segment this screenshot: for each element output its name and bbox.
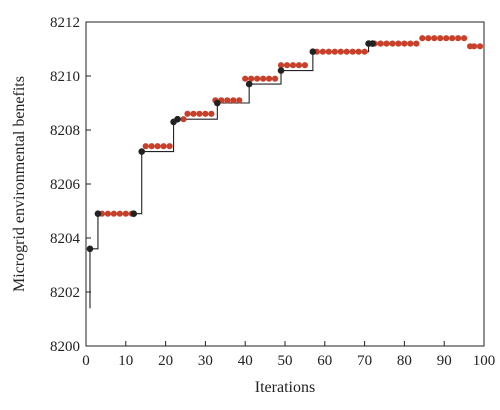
- x-tick-label: 50: [278, 353, 293, 369]
- data-point-red: [160, 143, 167, 150]
- data-point-black: [174, 115, 181, 123]
- data-point-red: [395, 40, 402, 47]
- y-tick-label: 8204: [50, 231, 81, 247]
- data-point-red: [377, 40, 384, 47]
- data-point-red: [301, 62, 308, 69]
- data-point-red: [190, 110, 197, 117]
- data-point-black: [245, 80, 253, 88]
- data-point-red: [449, 35, 456, 42]
- x-axis-title: Iterations: [255, 379, 315, 396]
- data-point-black: [214, 99, 221, 107]
- data-point-red: [389, 40, 396, 47]
- x-tick-label: 70: [357, 353, 372, 369]
- x-tick-label: 80: [397, 353, 412, 369]
- data-point-red: [283, 62, 291, 69]
- x-tick-label: 40: [238, 353, 253, 369]
- data-point-red: [154, 143, 161, 150]
- black-series-points: [86, 40, 376, 253]
- x-tick-label: 100: [473, 353, 496, 369]
- data-point-red: [383, 40, 390, 47]
- data-point-red: [230, 97, 237, 104]
- data-point-red: [443, 35, 450, 42]
- data-point-red: [166, 143, 173, 150]
- data-point-red: [461, 35, 468, 42]
- data-point-red: [419, 35, 426, 42]
- data-point-red: [319, 48, 326, 55]
- series-line: [89, 43, 373, 309]
- data-point-red: [122, 210, 129, 217]
- data-point-red: [437, 35, 444, 42]
- data-point-red: [202, 110, 209, 117]
- data-point-black: [86, 245, 94, 253]
- x-tick-label: 0: [82, 353, 90, 369]
- data-point-red: [343, 48, 350, 55]
- data-point-red: [242, 75, 249, 82]
- data-point-red: [295, 62, 303, 69]
- black-series-line: [89, 43, 373, 309]
- x-tick-label: 30: [198, 353, 213, 369]
- data-point-red: [116, 210, 123, 217]
- data-point-red: [208, 110, 215, 117]
- red-series-points: [98, 35, 484, 217]
- data-point-red: [180, 116, 187, 123]
- data-point-red: [248, 75, 255, 82]
- y-tick-label: 8210: [50, 69, 80, 85]
- data-point-red: [184, 110, 191, 117]
- data-point-red: [401, 40, 408, 47]
- data-point-red: [271, 75, 279, 82]
- data-point-red: [325, 48, 332, 55]
- data-point-black: [309, 48, 317, 55]
- data-point-red: [254, 75, 261, 82]
- data-point-black: [130, 210, 138, 217]
- data-point-red: [431, 35, 438, 42]
- y-tick-label: 8206: [50, 177, 81, 193]
- y-tick-label: 8208: [50, 123, 80, 139]
- x-tick-label: 90: [437, 353, 452, 369]
- data-point-red: [196, 110, 203, 117]
- data-point-red: [110, 210, 117, 217]
- data-point-red: [236, 97, 243, 104]
- data-point-black: [369, 40, 376, 47]
- data-point-red: [413, 40, 420, 47]
- data-point-red: [361, 48, 368, 55]
- x-tick-label: 60: [317, 353, 332, 369]
- data-point-red: [455, 35, 462, 42]
- data-point-red: [470, 43, 478, 50]
- data-point-red: [337, 48, 344, 55]
- data-point-red: [224, 97, 231, 104]
- data-point-red: [289, 62, 297, 69]
- data-point-black: [277, 67, 285, 74]
- data-point-red: [277, 62, 285, 69]
- y-axis-ticks: 8200 8202 8204 8206 8208 8210 8212: [50, 15, 91, 355]
- data-point-red: [260, 75, 267, 82]
- y-tick-label: 8202: [50, 285, 80, 301]
- data-point-red: [355, 48, 362, 55]
- y-axis-title: Microgrid environmental benefits: [11, 76, 28, 292]
- data-point-red: [265, 75, 273, 82]
- data-point-black: [138, 148, 146, 155]
- data-point-black: [94, 210, 102, 217]
- data-point-red: [148, 143, 155, 150]
- data-point-red: [142, 143, 149, 150]
- y-tick-label: 8212: [50, 15, 80, 31]
- data-point-red: [407, 40, 414, 47]
- data-point-red: [349, 48, 356, 55]
- x-axis-ticks: 0 10 20 30 40 50 60 70 80 90 100: [82, 341, 495, 369]
- data-point-red: [331, 48, 338, 55]
- data-point-red: [104, 210, 111, 217]
- x-tick-label: 20: [158, 353, 173, 369]
- x-tick-label: 10: [118, 353, 133, 369]
- data-point-red: [425, 35, 432, 42]
- data-point-red: [476, 43, 484, 50]
- y-tick-label: 8200: [50, 339, 80, 355]
